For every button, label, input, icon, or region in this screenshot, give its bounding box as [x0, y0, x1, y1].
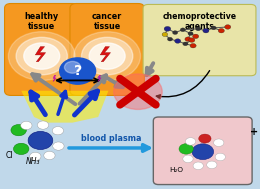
Circle shape — [24, 43, 60, 69]
Circle shape — [193, 34, 199, 39]
Circle shape — [203, 29, 209, 33]
Text: H₂O: H₂O — [170, 167, 183, 173]
Text: chemoprotective
agents: chemoprotective agents — [162, 12, 237, 31]
Polygon shape — [35, 47, 45, 62]
Circle shape — [218, 29, 224, 33]
Circle shape — [14, 143, 29, 155]
Circle shape — [21, 121, 32, 130]
FancyBboxPatch shape — [153, 117, 252, 184]
Text: blood plasma: blood plasma — [81, 134, 141, 143]
Circle shape — [199, 134, 211, 143]
Circle shape — [28, 132, 53, 149]
Circle shape — [30, 152, 41, 160]
Circle shape — [183, 155, 193, 163]
Text: NH₃: NH₃ — [25, 157, 40, 166]
Circle shape — [74, 32, 140, 81]
FancyBboxPatch shape — [143, 5, 256, 76]
Circle shape — [8, 32, 75, 81]
Circle shape — [11, 125, 26, 136]
Circle shape — [60, 58, 96, 84]
Circle shape — [180, 28, 185, 32]
Circle shape — [179, 144, 193, 154]
Circle shape — [64, 61, 81, 73]
Polygon shape — [21, 91, 108, 123]
Circle shape — [207, 161, 217, 169]
Circle shape — [81, 37, 133, 75]
Text: Cl: Cl — [6, 151, 14, 160]
Circle shape — [188, 32, 193, 35]
Polygon shape — [98, 75, 101, 81]
Circle shape — [189, 38, 195, 42]
Circle shape — [193, 162, 203, 170]
Circle shape — [225, 25, 231, 29]
Circle shape — [164, 26, 171, 31]
Circle shape — [52, 127, 63, 135]
Text: cancer
tissue: cancer tissue — [92, 12, 122, 31]
FancyBboxPatch shape — [4, 4, 79, 95]
Circle shape — [44, 151, 55, 160]
Text: healthy
tissue: healthy tissue — [25, 12, 59, 31]
Circle shape — [114, 74, 162, 109]
Polygon shape — [100, 47, 110, 62]
Circle shape — [183, 42, 188, 46]
Circle shape — [190, 43, 196, 48]
Circle shape — [214, 139, 224, 146]
Circle shape — [211, 26, 216, 30]
Circle shape — [89, 43, 125, 69]
Text: +: + — [250, 127, 258, 137]
Circle shape — [185, 138, 196, 145]
Text: ?: ? — [74, 64, 82, 78]
Circle shape — [185, 37, 191, 41]
Circle shape — [16, 37, 67, 75]
Circle shape — [215, 153, 225, 161]
Circle shape — [162, 32, 168, 36]
Circle shape — [37, 121, 49, 129]
FancyBboxPatch shape — [70, 4, 144, 95]
Circle shape — [192, 144, 214, 160]
Circle shape — [175, 39, 181, 43]
Circle shape — [196, 27, 201, 31]
Polygon shape — [53, 75, 56, 81]
Circle shape — [173, 31, 178, 34]
Circle shape — [167, 37, 173, 41]
Circle shape — [53, 142, 64, 150]
